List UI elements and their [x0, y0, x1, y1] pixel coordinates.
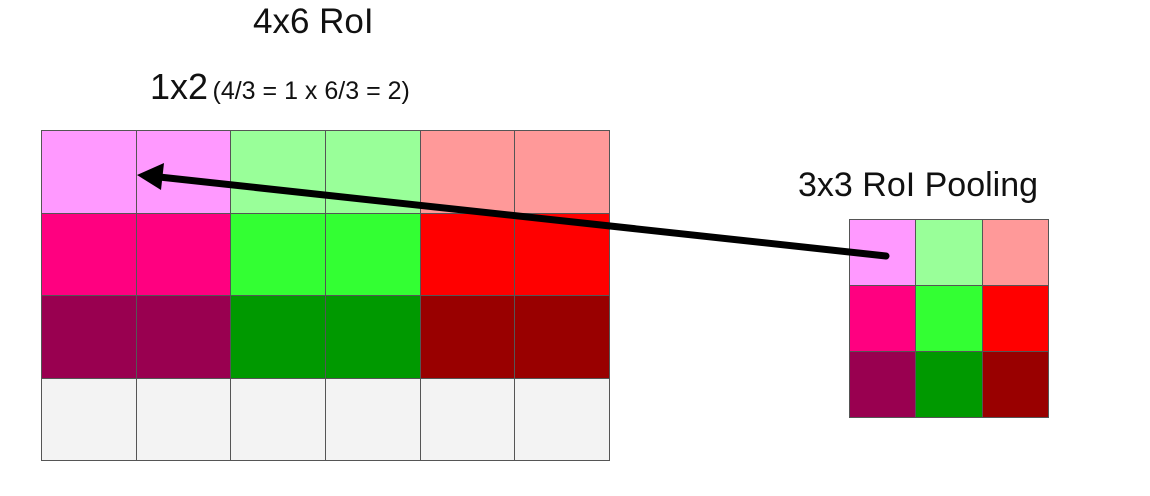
roi-grid-cell	[420, 378, 515, 460]
roi-grid-cell	[515, 296, 609, 378]
roi-grid-cell	[420, 296, 515, 378]
pooled-grid-cell	[982, 352, 1048, 417]
roi-grid-cell	[515, 131, 609, 213]
bin-size-label: 1x2 (4/3 = 1 x 6/3 = 2)	[150, 64, 410, 118]
pooling-title: 3x3 RoI Pooling	[798, 166, 1039, 204]
roi-grid-cell	[515, 378, 609, 460]
roi-grid-cell	[325, 213, 420, 295]
pooled-grid-cell	[850, 286, 916, 351]
roi-grid	[41, 130, 610, 461]
roi-title: 4x6 RoI	[253, 2, 374, 41]
pooled-grid-cell	[850, 220, 916, 285]
roi-grid-cell	[420, 131, 515, 213]
pooled-grid	[849, 219, 1049, 418]
roi-grid-cell	[42, 131, 136, 213]
roi-grid-cell	[136, 378, 231, 460]
bin-size-main: 1x2	[150, 66, 209, 107]
roi-grid-cell	[325, 378, 420, 460]
roi-grid-cell	[42, 213, 136, 295]
bin-size-detail: (4/3 = 1 x 6/3 = 2)	[212, 77, 410, 105]
roi-grid-cell	[136, 213, 231, 295]
roi-grid-cell	[231, 378, 325, 460]
roi-grid-cell	[42, 296, 136, 378]
pooled-grid-cell	[982, 220, 1048, 285]
pooled-grid-cell	[850, 352, 916, 417]
roi-grid-cell	[325, 296, 420, 378]
roi-grid-cell	[325, 131, 420, 213]
roi-grid-cell	[136, 296, 231, 378]
roi-grid-cell	[231, 296, 325, 378]
roi-grid-cell	[231, 213, 325, 295]
pooled-grid-cell	[916, 220, 982, 285]
roi-grid-cell	[515, 213, 609, 295]
pooled-grid-cell	[916, 286, 982, 351]
pooled-grid-cell	[982, 286, 1048, 351]
roi-grid-cell	[420, 213, 515, 295]
roi-grid-cell	[231, 131, 325, 213]
roi-grid-cell	[42, 378, 136, 460]
pooled-grid-cell	[916, 352, 982, 417]
roi-grid-cell	[136, 131, 231, 213]
